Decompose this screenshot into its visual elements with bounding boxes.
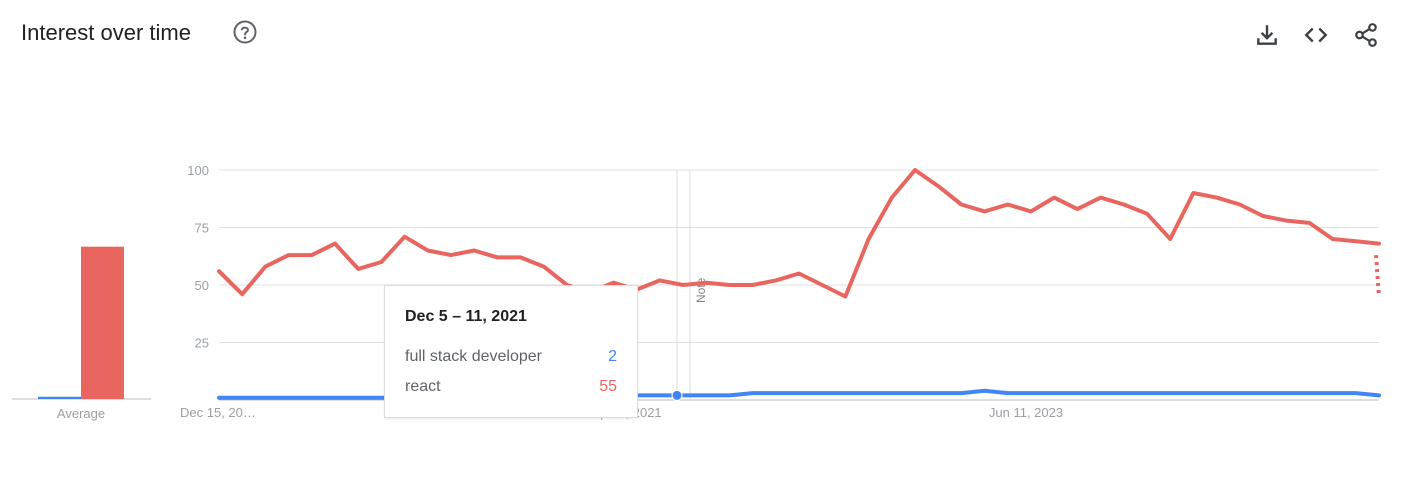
tooltip-date: Dec 5 – 11, 2021 <box>405 308 527 325</box>
x-tick-label: Jun 11, 2023 <box>989 405 1063 420</box>
share-icon[interactable] <box>1353 22 1379 48</box>
chart-title: Interest over time <box>21 20 191 45</box>
average-bar-full-stack-developer <box>38 396 81 399</box>
tooltip-series-label: react <box>405 378 441 395</box>
y-tick-label: 25 <box>195 336 209 351</box>
tooltip-row: full stack developer 2 <box>405 348 617 366</box>
download-icon[interactable] <box>1254 22 1280 48</box>
average-label: Average <box>57 406 105 421</box>
y-tick-label: 100 <box>187 163 209 178</box>
series-line-react <box>217 168 1381 299</box>
tooltip-series-value: 2 <box>608 348 617 365</box>
help-circle-icon[interactable] <box>233 20 257 44</box>
y-tick-label: 75 <box>195 221 209 236</box>
hover-point <box>671 389 683 401</box>
data-tooltip: Dec 5 – 11, 2021 full stack developer 2 … <box>384 285 638 418</box>
code-icon[interactable] <box>1303 22 1329 48</box>
tooltip-series-label: full stack developer <box>405 348 542 365</box>
average-bar-react <box>81 246 124 399</box>
tooltip-row: react 55 <box>405 378 617 396</box>
y-tick-label: 50 <box>195 278 209 293</box>
x-tick-label: Dec 15, 20… <box>180 405 256 420</box>
react-partial-data-tail <box>1374 254 1381 297</box>
tooltip-series-value: 55 <box>599 378 617 395</box>
